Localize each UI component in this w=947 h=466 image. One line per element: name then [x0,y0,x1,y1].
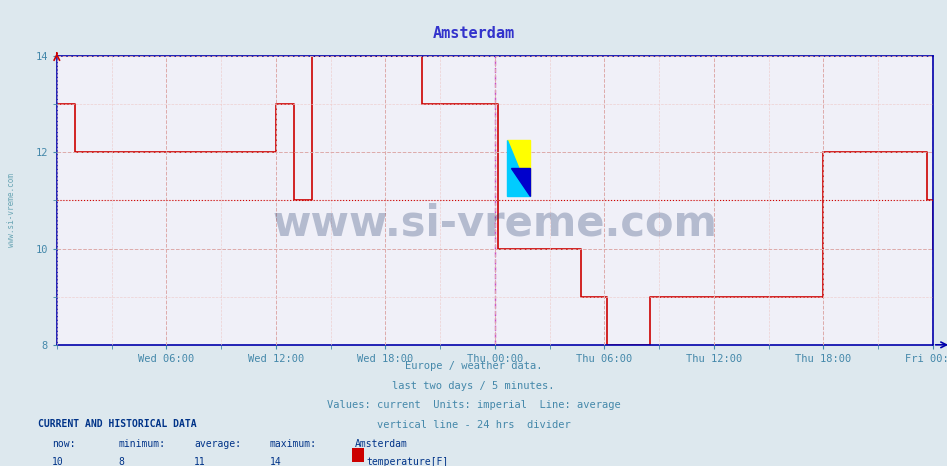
Text: now:: now: [52,439,76,449]
Text: last two days / 5 minutes.: last two days / 5 minutes. [392,381,555,391]
Text: Amsterdam: Amsterdam [433,26,514,41]
Text: 11: 11 [194,457,205,466]
Text: Europe / weather data.: Europe / weather data. [404,361,543,371]
Text: vertical line - 24 hrs  divider: vertical line - 24 hrs divider [377,420,570,430]
Text: 8: 8 [118,457,124,466]
Text: Values: current  Units: imperial  Line: average: Values: current Units: imperial Line: av… [327,400,620,410]
Text: Amsterdam: Amsterdam [355,439,408,449]
Text: average:: average: [194,439,241,449]
Text: 14: 14 [270,457,281,466]
Text: temperature[F]: temperature[F] [366,457,449,466]
Text: www.si-vreme.com: www.si-vreme.com [7,173,16,247]
Text: minimum:: minimum: [118,439,166,449]
Text: www.si-vreme.com: www.si-vreme.com [273,203,717,245]
Text: CURRENT AND HISTORICAL DATA: CURRENT AND HISTORICAL DATA [38,419,197,429]
Text: maximum:: maximum: [270,439,317,449]
Text: 10: 10 [52,457,63,466]
